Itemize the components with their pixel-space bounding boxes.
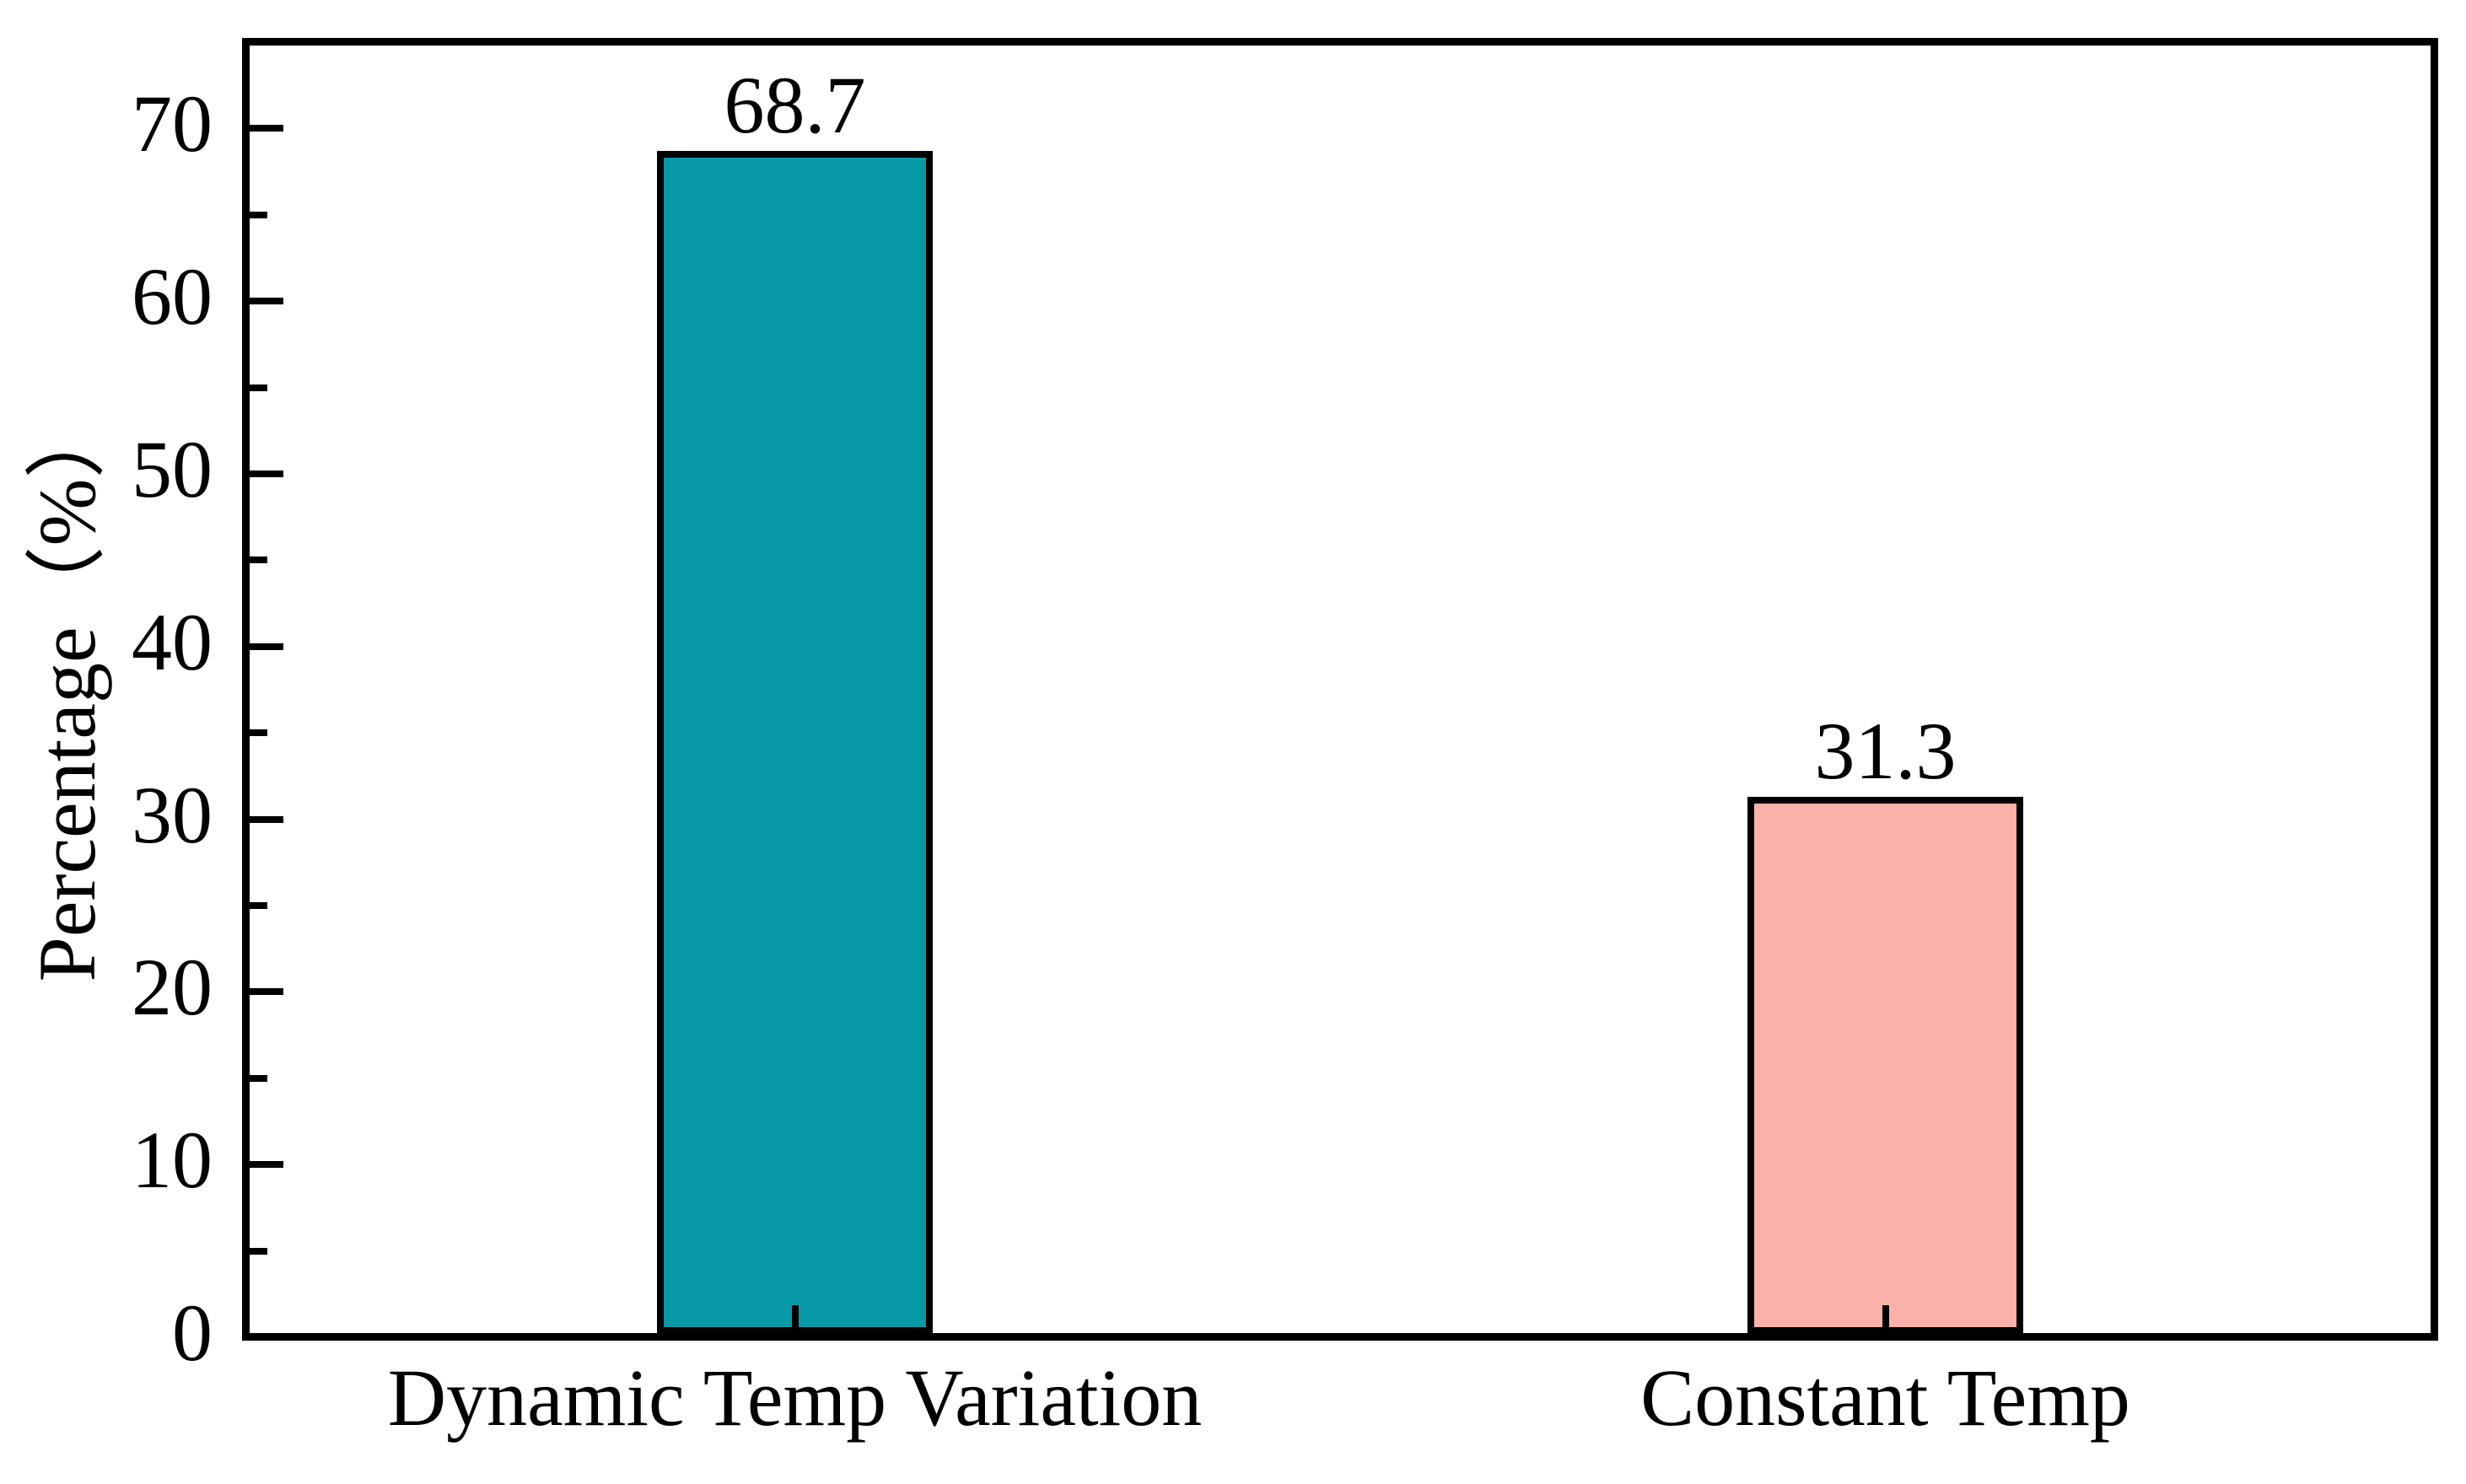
x-axis-tick <box>1882 1305 1889 1334</box>
y-axis-tick-label: 30 <box>132 769 213 860</box>
y-axis-tick-label: 20 <box>132 942 213 1033</box>
y-axis-minor-tick <box>250 211 267 218</box>
y-axis-tick-label: 50 <box>132 424 213 514</box>
bar <box>657 151 933 1334</box>
y-axis-major-tick <box>250 815 283 823</box>
y-axis-major-tick <box>250 298 283 305</box>
y-axis-minor-tick <box>250 1247 267 1255</box>
y-axis-major-tick <box>250 643 283 650</box>
y-axis-tick-label: 10 <box>132 1115 213 1206</box>
y-axis-tick-label: 0 <box>172 1288 213 1378</box>
y-axis-major-tick <box>250 470 283 477</box>
plot-area <box>242 38 2438 1341</box>
x-category-label: Dynamic Temp Variation <box>387 1352 1203 1443</box>
y-axis-tick-label: 70 <box>132 78 213 169</box>
bar-value-label: 31.3 <box>1814 705 1957 796</box>
bar <box>1747 796 2023 1334</box>
y-axis-major-tick <box>250 1161 283 1169</box>
y-axis-minor-tick <box>250 902 267 909</box>
x-axis-tick <box>791 1305 799 1334</box>
y-axis-tick-label: 60 <box>132 251 213 342</box>
y-axis-tick-label: 40 <box>132 596 213 687</box>
bar-value-label: 68.7 <box>724 60 866 151</box>
x-category-label: Constant Temp <box>1640 1352 2130 1443</box>
y-axis-major-tick <box>250 988 283 996</box>
y-axis-minor-tick <box>250 384 267 391</box>
y-axis-minor-tick <box>250 556 267 564</box>
y-axis-minor-tick <box>250 729 267 737</box>
y-axis-major-tick <box>250 125 283 132</box>
y-axis-minor-tick <box>250 1074 267 1082</box>
